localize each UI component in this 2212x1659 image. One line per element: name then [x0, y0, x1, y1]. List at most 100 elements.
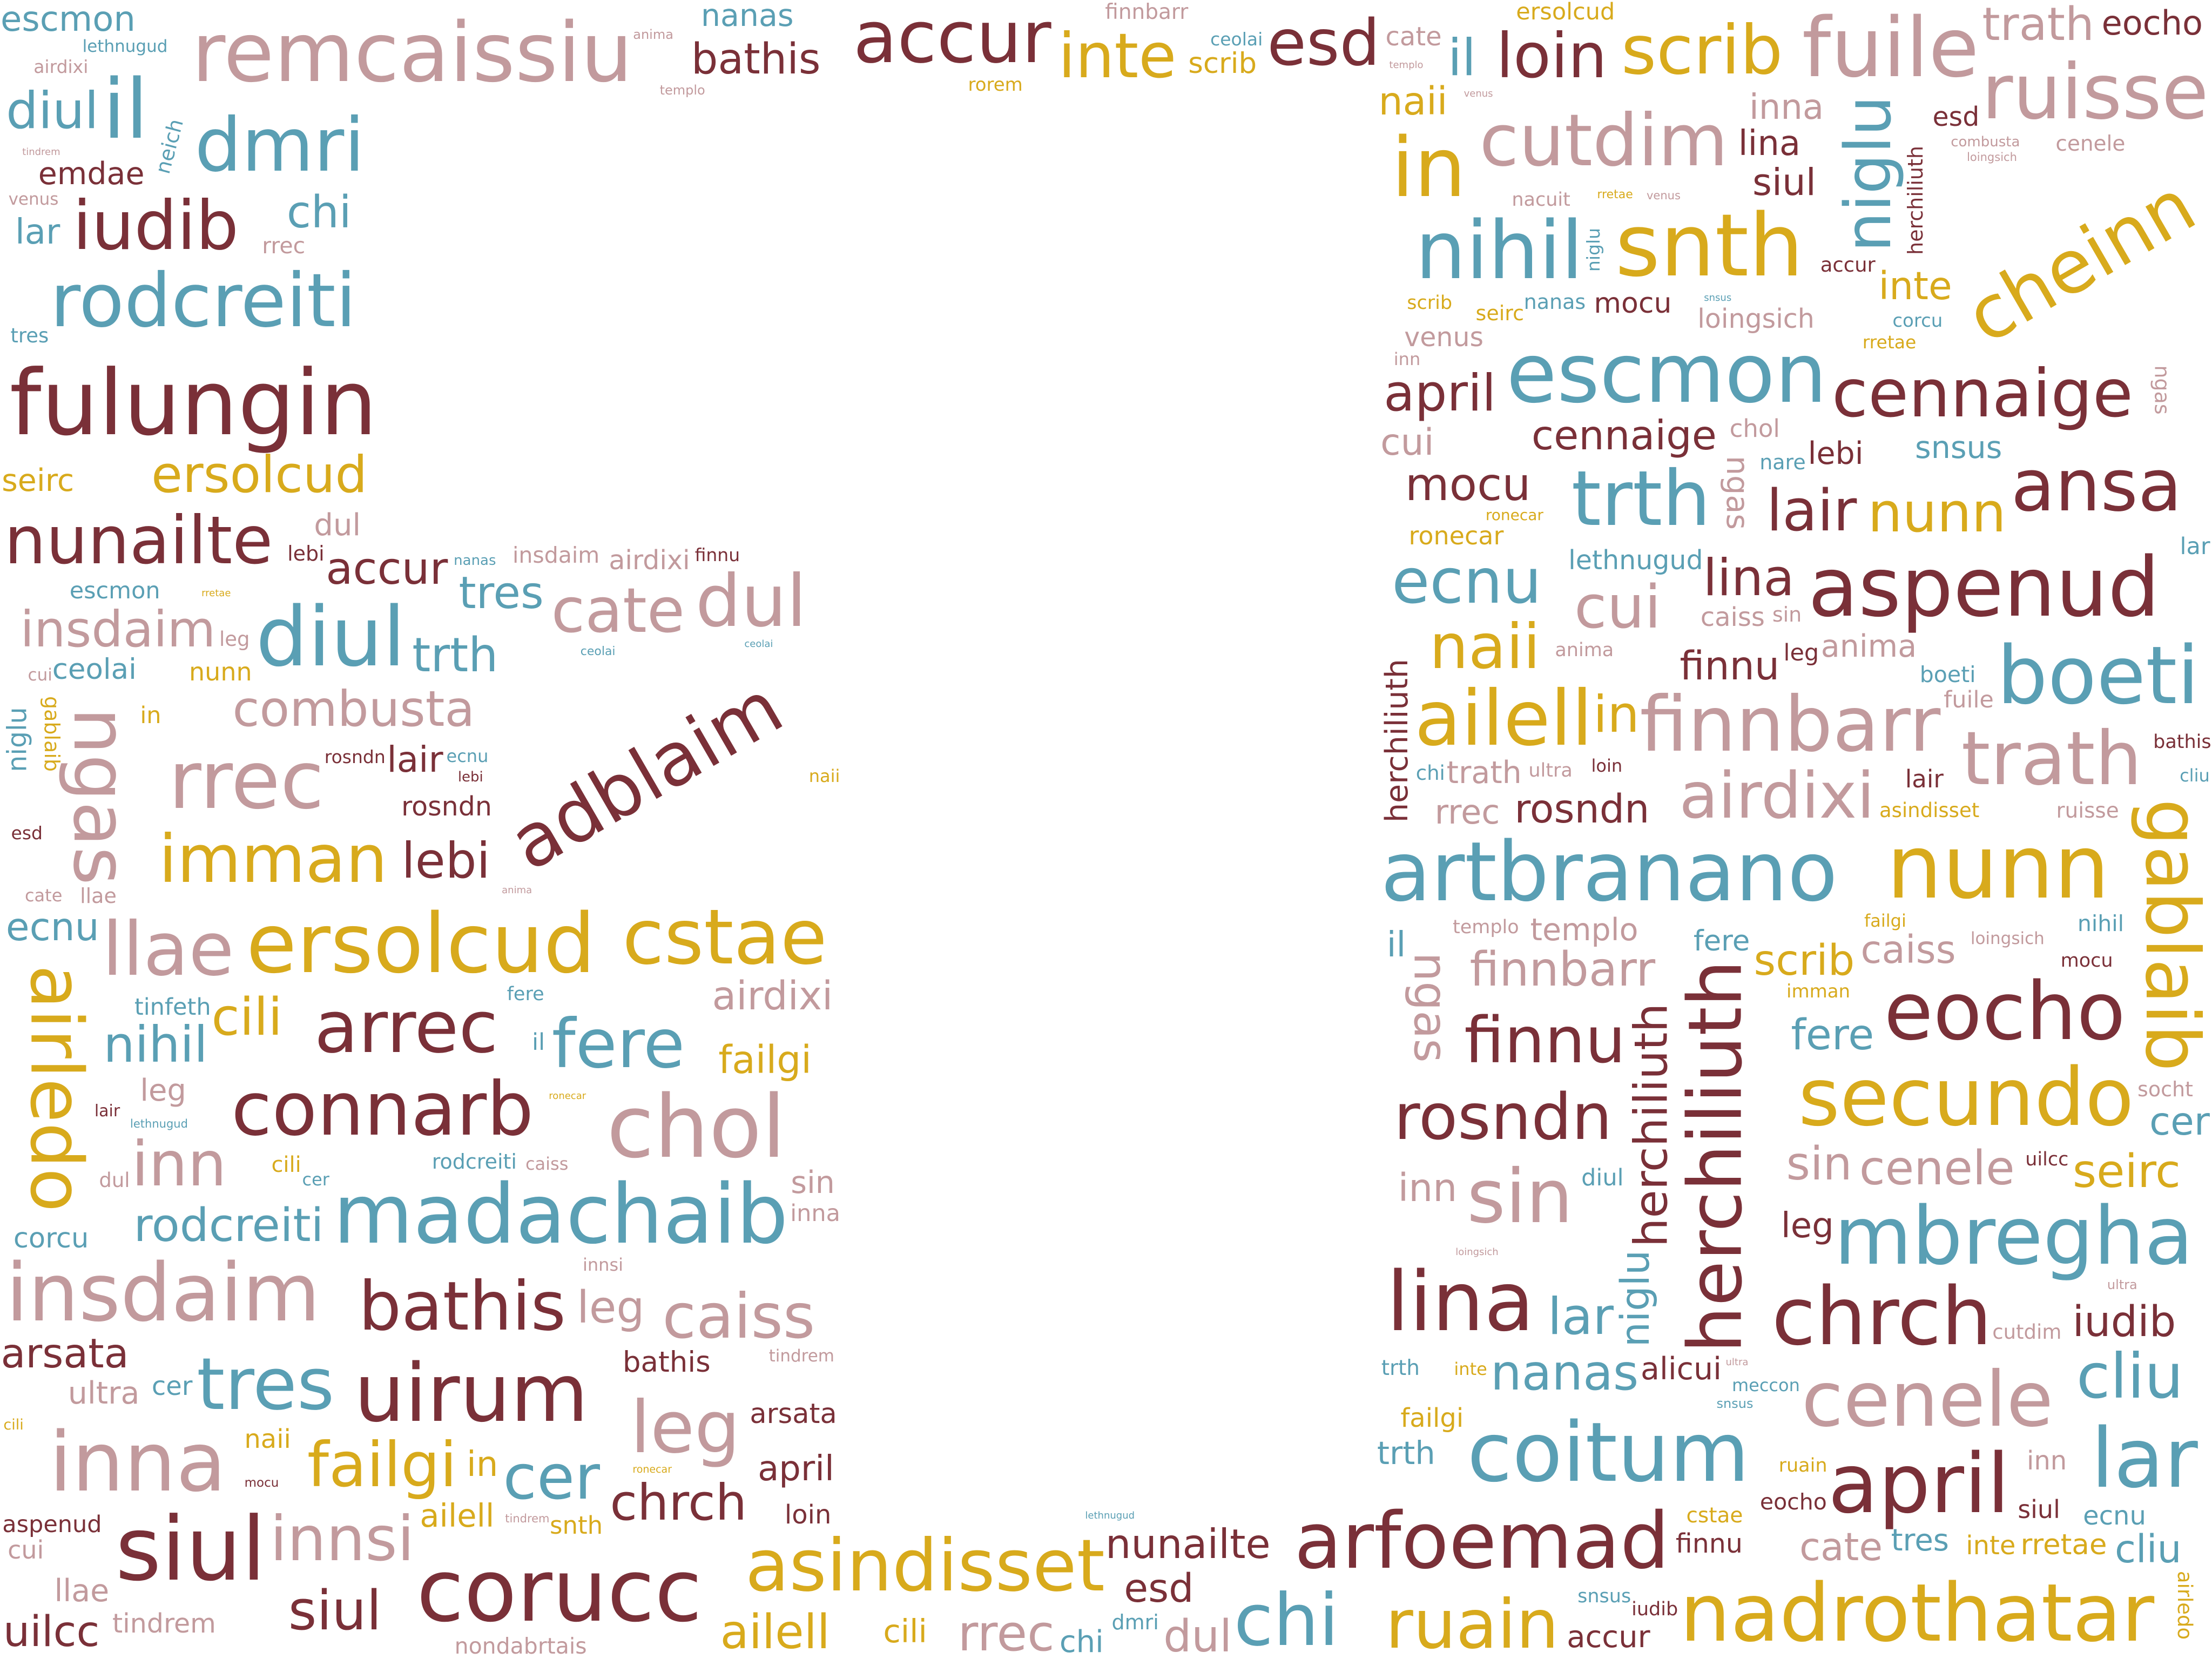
cloud-word: siul [1752, 160, 1816, 204]
cloud-word: chi [1233, 1579, 1339, 1659]
cloud-word: cennaige [1832, 355, 2133, 432]
cloud-word: leg [219, 627, 250, 651]
cloud-word: niglu [1613, 1250, 1659, 1347]
cloud-word: insdaim [6, 1246, 320, 1340]
cloud-word: trth [1377, 1434, 1435, 1472]
cloud-word: caiss [525, 1153, 569, 1174]
cloud-word: niglu [2, 706, 33, 772]
cloud-word: trth [412, 627, 498, 683]
cloud-word: inna [49, 1414, 227, 1510]
cloud-word: ecnu [446, 746, 489, 767]
cloud-word: arrec [314, 986, 498, 1069]
cloud-word: ersolcud [151, 445, 368, 504]
cloud-word: snsus [1577, 1585, 1631, 1607]
cloud-word: lina [1386, 1254, 1535, 1350]
cloud-word: dmri [194, 103, 365, 189]
cloud-word: nihil [103, 1016, 208, 1074]
cloud-word: bathis [358, 1267, 566, 1346]
cloud-word: caiss [1860, 927, 1956, 972]
cloud-word: tres [10, 323, 49, 347]
cloud-word: iudib [1631, 1598, 1678, 1620]
cloud-word: cate [24, 885, 63, 906]
cloud-word: cliu [2076, 1340, 2184, 1412]
cloud-word: rrec [957, 1604, 1055, 1659]
cloud-word: fere [507, 983, 544, 1006]
cloud-word: anima [1555, 639, 1614, 661]
cloud-word: ailell [1414, 674, 1593, 763]
cloud-word: ansa [2011, 444, 2182, 528]
cloud-word: scrib [1621, 11, 1783, 90]
cloud-word: corcu [1892, 310, 1943, 332]
cloud-word: il [1386, 925, 1406, 966]
cloud-word: finnu [1464, 1003, 1626, 1078]
cloud-word: eocho [1884, 965, 2126, 1058]
cloud-word: arsata [750, 1398, 837, 1431]
cloud-word: nanas [700, 0, 794, 33]
cloud-word: innsi [582, 1254, 623, 1275]
cloud-word: lair [1766, 477, 1857, 544]
cloud-word: ultra [2107, 1277, 2137, 1293]
cloud-word: fere [1693, 925, 1750, 957]
cloud-word: neich [150, 116, 188, 177]
cloud-word: uirum [354, 1346, 589, 1440]
cloud-word: siul [2018, 1494, 2060, 1524]
cloud-word: cui [8, 1535, 44, 1565]
cloud-word: nunailte [1105, 1520, 1271, 1568]
cloud-word: lair [1905, 764, 1944, 793]
cloud-word: niglu [1830, 95, 1905, 252]
cloud-word: ceolai [744, 638, 773, 650]
cloud-word: trath [1982, 0, 2094, 52]
cloud-word: sin [1467, 1154, 1573, 1240]
cloud-word: arfoemad [1294, 1495, 1670, 1587]
cloud-word: templo [1452, 916, 1519, 939]
cloud-word: mocu [244, 1476, 279, 1491]
cloud-word: tindrem [505, 1512, 550, 1526]
cloud-word: cate [1799, 1525, 1883, 1570]
cloud-word: cui [1380, 421, 1434, 464]
cloud-word: tres [1891, 1523, 1949, 1559]
cloud-word: ngas [1719, 456, 1755, 530]
cloud-word: accur [1567, 1619, 1650, 1655]
cloud-word: failgi [718, 1037, 812, 1082]
cloud-word: caiss [662, 1280, 815, 1352]
cloud-word: fulungin [9, 350, 377, 456]
cloud-word: lina [1738, 123, 1801, 164]
cloud-word: anima [502, 884, 532, 896]
cloud-word: lebi [401, 833, 490, 890]
cloud-word: rrec [1434, 792, 1500, 832]
cloud-word: scrib [1754, 936, 1855, 985]
cloud-word: niglu [1583, 228, 1604, 272]
cloud-word: imman [1786, 980, 1851, 1002]
cloud-word: dmri [1111, 1610, 1159, 1634]
cloud-word: combusta [232, 681, 475, 738]
cloud-word: april [1384, 363, 1496, 423]
cloud-word: loingsich [1967, 150, 2017, 164]
cloud-word: finnbarr [1640, 680, 1941, 770]
cloud-word: cstae [1686, 1503, 1743, 1528]
cloud-word: il [532, 1029, 545, 1056]
cloud-word: snth [1615, 195, 1804, 296]
cloud-word: nunn [1886, 816, 2110, 919]
cloud-word: remcaissiu [191, 5, 633, 101]
cloud-word: inte [1058, 20, 1177, 92]
cloud-word: llae [54, 1573, 110, 1609]
cloud-word: leg [1783, 639, 1819, 667]
cloud-word: naii [1429, 611, 1541, 683]
cloud-word: inn [1393, 349, 1421, 370]
cloud-word: cui [1574, 572, 1661, 642]
cloud-word: rosndn [1394, 1079, 1613, 1154]
cloud-word: leg [577, 1282, 645, 1334]
cloud-word: dul [314, 507, 361, 543]
cloud-word: leg [1781, 1206, 1834, 1246]
cloud-word: ultra [1725, 1356, 1749, 1368]
cloud-word: cutdim [1992, 1320, 2062, 1344]
cloud-word: diul [1581, 1164, 1624, 1191]
cloud-word: connarb [231, 1066, 534, 1152]
cloud-word: finnu [1680, 643, 1780, 690]
cloud-word: cheinn [1952, 163, 2210, 361]
cloud-word: lair [387, 739, 443, 781]
cloud-word: bathis [622, 1345, 711, 1379]
cloud-word: sin [791, 1164, 835, 1201]
cloud-word: cer [151, 1371, 193, 1401]
cloud-word: lebi [287, 541, 325, 565]
